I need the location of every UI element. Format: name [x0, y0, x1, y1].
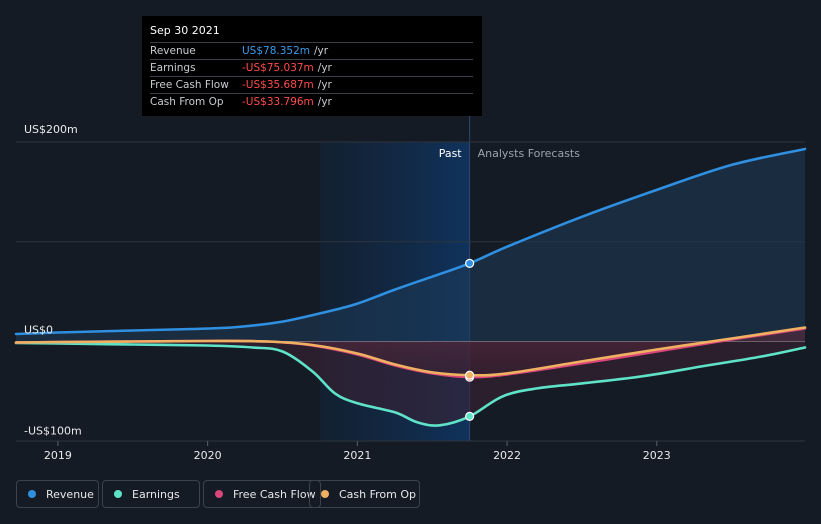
tooltip-row: Revenue US$78.352m /yr	[150, 42, 473, 59]
tooltip-unit: /yr	[317, 62, 332, 74]
marker-cash-from-op	[465, 370, 475, 380]
legend-label: Earnings	[132, 487, 180, 501]
tooltip-value: -US$75.037m	[242, 62, 314, 74]
legend-label: Free Cash Flow	[233, 487, 316, 501]
x-tick-label: 2021	[343, 449, 371, 462]
tooltip-date: Sep 30 2021	[150, 24, 220, 37]
tooltip: Sep 30 2021 Revenue US$78.352m /yr Earni…	[142, 16, 482, 116]
y-tick-label: US$200m	[24, 123, 78, 136]
legend-label: Cash From Op	[339, 487, 417, 501]
legend-dot	[114, 490, 122, 498]
series-line-cash-from-op	[14, 326, 807, 377]
x-tick-label: 2022	[493, 449, 521, 462]
revenue-area	[16, 149, 805, 342]
legend-dot	[215, 490, 223, 498]
x-tick-label: 2020	[194, 449, 222, 462]
tooltip-value: -US$35.687m	[242, 79, 314, 91]
tooltip-unit: /yr	[317, 96, 332, 108]
legend-dot	[321, 490, 329, 498]
tooltip-value: -US$33.796m	[242, 96, 314, 108]
x-tick-label: 2023	[643, 449, 671, 462]
earnings-area	[16, 341, 805, 426]
y-tick-label: US$0	[24, 324, 53, 337]
legend-label: Revenue	[46, 487, 94, 501]
legend-dot	[28, 490, 36, 498]
tooltip-unit: /yr	[314, 45, 329, 57]
tooltip-row: Earnings -US$75.037m /yr	[150, 59, 473, 76]
tooltip-label: Revenue	[150, 45, 196, 57]
tooltip-label: Earnings	[150, 62, 196, 74]
cash-flow-area	[16, 328, 805, 378]
legend-item-free-cash-flow[interactable]: Free Cash Flow	[203, 480, 321, 508]
forecast-label: Analysts Forecasts	[478, 147, 581, 160]
tooltip-row: Cash From Op -US$33.796m /yr	[150, 93, 473, 110]
tooltip-row: Free Cash Flow -US$35.687m /yr	[150, 76, 473, 93]
x-tick-label: 2019	[44, 449, 72, 462]
tooltip-label: Cash From Op	[150, 96, 224, 108]
tooltip-value: US$78.352m	[242, 45, 310, 57]
past-label: Past	[439, 147, 463, 160]
legend-item-cash-from-op[interactable]: Cash From Op	[309, 480, 420, 508]
tooltip-unit: /yr	[317, 79, 332, 91]
legend-item-earnings[interactable]: Earnings	[102, 480, 200, 508]
series-line-revenue	[14, 147, 807, 336]
tooltip-label: Free Cash Flow	[150, 79, 229, 91]
legend-item-revenue[interactable]: Revenue	[16, 480, 99, 508]
marker-revenue	[465, 258, 475, 268]
marker-earnings	[465, 411, 475, 421]
y-tick-label: -US$100m	[24, 424, 82, 437]
series-line-earnings	[14, 341, 807, 427]
